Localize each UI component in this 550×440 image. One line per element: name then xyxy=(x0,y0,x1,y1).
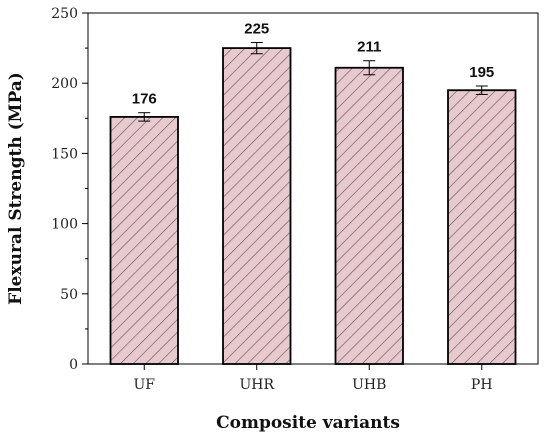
x-tick-label: PH xyxy=(471,377,493,393)
data-label: 225 xyxy=(244,20,269,37)
data-label: 195 xyxy=(469,64,494,81)
y-tick-label: 0 xyxy=(69,357,78,373)
y-tick-label: 100 xyxy=(51,217,78,233)
y-tick-label: 200 xyxy=(51,76,78,92)
x-axis: UF UHR UHB PH xyxy=(133,364,493,393)
error-bar xyxy=(250,41,263,55)
x-tick-label: UHB xyxy=(352,377,386,393)
bar-series: 176 225 211 195 xyxy=(109,20,517,365)
bar-uhb xyxy=(334,66,404,365)
x-tick-label: UF xyxy=(133,377,155,393)
y-axis-title: Flexural Strength (MPa) xyxy=(6,72,26,305)
error-bar xyxy=(475,85,488,95)
bar-uhr xyxy=(222,47,292,365)
error-bar xyxy=(138,112,151,122)
y-tick-label: 250 xyxy=(51,6,78,22)
data-label: 176 xyxy=(132,91,157,108)
y-axis: 0 50 100 150 200 250 xyxy=(51,6,88,373)
data-label: 211 xyxy=(357,39,381,56)
y-tick-label: 150 xyxy=(51,146,78,162)
bar-ph xyxy=(447,89,517,365)
x-tick-label: UHR xyxy=(239,377,274,393)
x-axis-title: Composite variants xyxy=(216,413,400,433)
y-tick-label: 50 xyxy=(60,287,78,303)
bar-uf xyxy=(109,115,179,365)
plot-area: 0 50 100 150 200 250 UF UHR UHB PH 176 225 211 195 xyxy=(51,6,539,393)
error-bar xyxy=(363,60,376,76)
